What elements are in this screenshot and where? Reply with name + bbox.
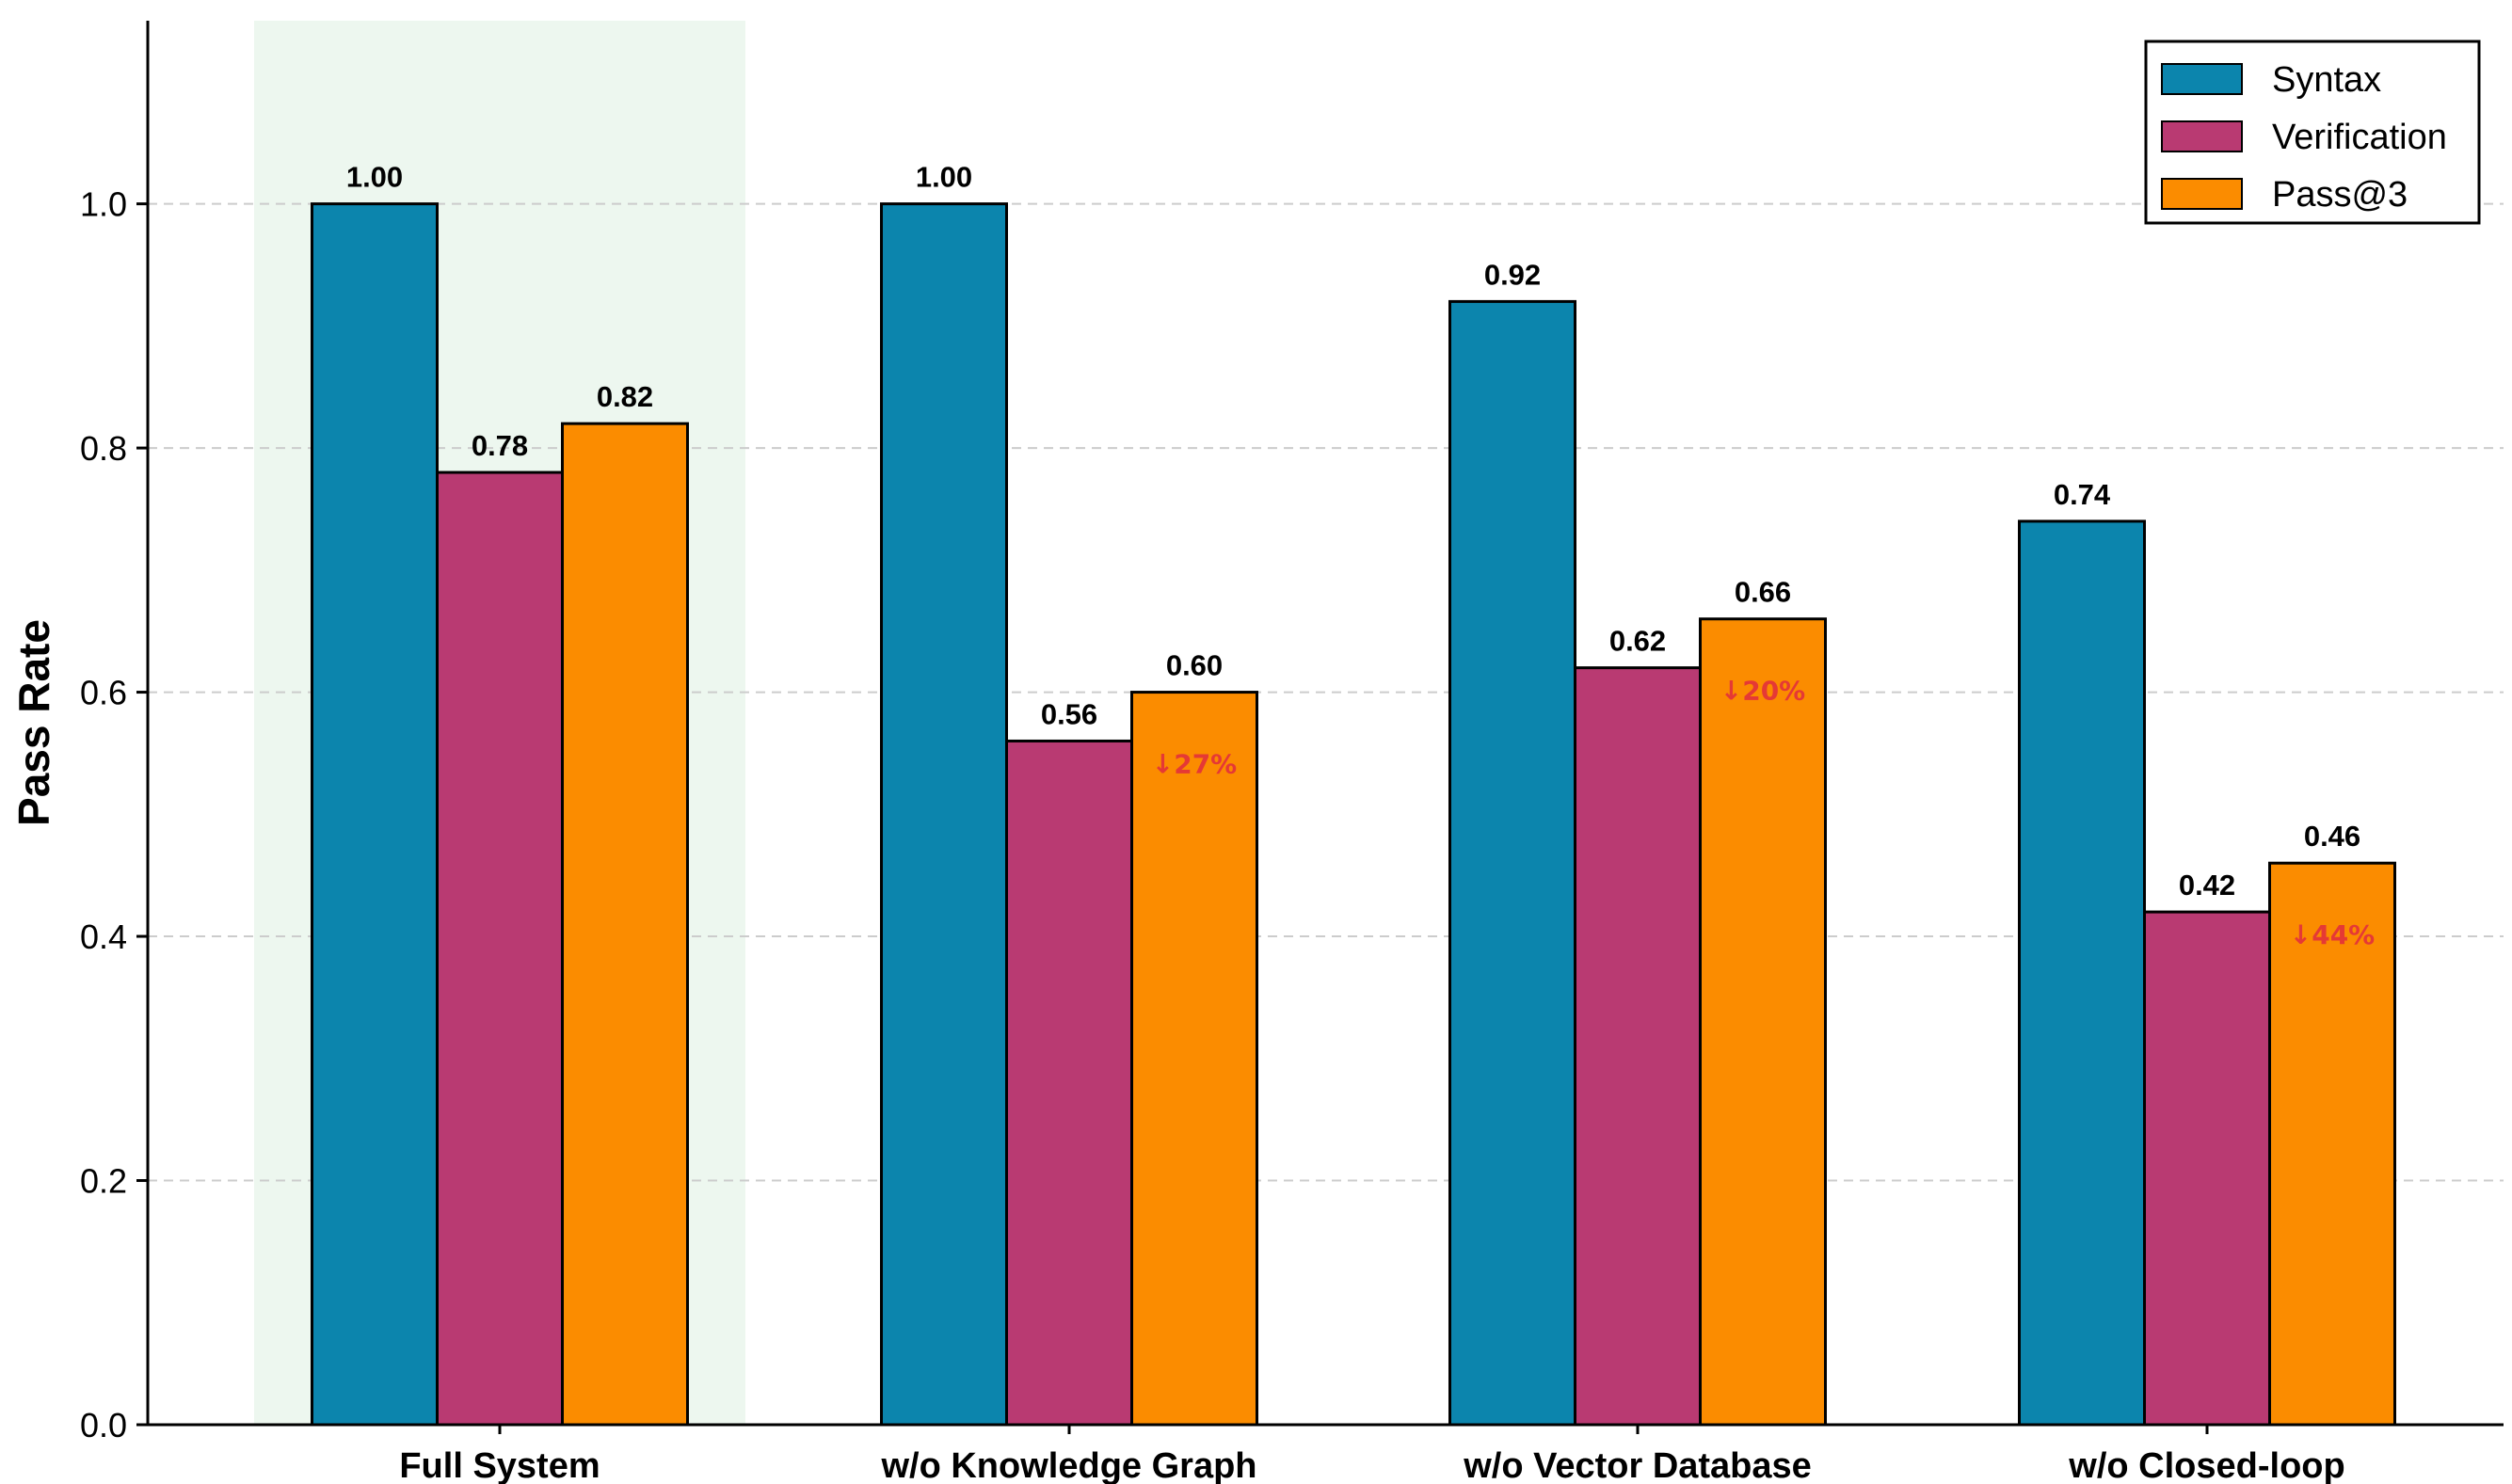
data-label: 0.74 [2054,478,2111,511]
x-tick-label: w/o Closed-loop [2068,1446,2344,1484]
legend-label-pass-3: Pass@3 [2272,175,2408,215]
bar-verification-full-system [436,471,564,1427]
bar-verification-w-o-closed-loop [2143,910,2271,1427]
bar-syntax-full-system [311,202,439,1427]
data-label: 1.00 [916,161,972,194]
y-axis-title: Pass Rate [9,619,58,826]
y-tick-label: 0.4 [80,918,127,956]
y-tick-label: 0.2 [80,1162,127,1201]
legend-layer: Syntax Verification Pass@3 [2144,40,2481,225]
data-label: 0.46 [2304,820,2360,853]
data-label: 0.92 [1484,258,1541,291]
y-tick-label: 0.6 [80,674,127,712]
y-tick-label: 1.0 [80,185,127,224]
drop-annotation: ↓20% [1720,676,1805,707]
data-label: 1.00 [346,161,403,194]
legend-label-verification: Verification [2272,118,2447,157]
bar-syntax-w-o-knowledge-graph [880,202,1008,1427]
drop-annotation: ↓44% [2290,919,2375,950]
legend-label-syntax: Syntax [2272,60,2381,100]
data-label: 0.60 [1166,649,1223,682]
bar-pass-3-full-system [561,422,689,1427]
data-label: 0.42 [2179,869,2235,902]
data-label: 0.62 [1609,625,1666,658]
bar-syntax-w-o-closed-loop [2018,519,2146,1427]
bar-pass-3-w-o-vector-database [1699,617,1827,1427]
bar-pass-3-w-o-closed-loop [2268,861,2396,1427]
label-layer: 1.00 0.78 0.82 1.00 0.56 0.60 0.92 0.62 0.66 0.74… [346,161,2375,951]
legend-swatch-pass-3 [2161,178,2243,210]
x-tick-label: w/o Vector Database [1463,1446,1812,1484]
axis-layer: 0.0 0.2 0.4 0.6 0.8 1.0 Full System w/o Knowled… [9,21,2504,1484]
bar-syntax-w-o-vector-database [1448,299,1576,1427]
x-tick-label: Full System [399,1446,600,1484]
data-label: 0.78 [472,429,528,462]
y-tick-label: 0.8 [80,429,127,468]
x-tick-label: w/o Knowledge Graph [880,1446,1256,1484]
y-tick-label: 0.0 [80,1406,127,1444]
data-label: 0.56 [1041,697,1097,730]
legend-swatch-syntax [2161,63,2243,95]
data-label: 0.66 [1735,576,1791,609]
bar-pass-3-w-o-knowledge-graph [1130,691,1258,1427]
data-label: 0.82 [597,380,653,413]
bar-layer [311,202,2396,1427]
drop-annotation: ↓27% [1152,749,1237,780]
bar-verification-w-o-vector-database [1574,666,1702,1427]
bar-verification-w-o-knowledge-graph [1005,739,1133,1427]
legend-swatch-verification [2161,120,2243,152]
